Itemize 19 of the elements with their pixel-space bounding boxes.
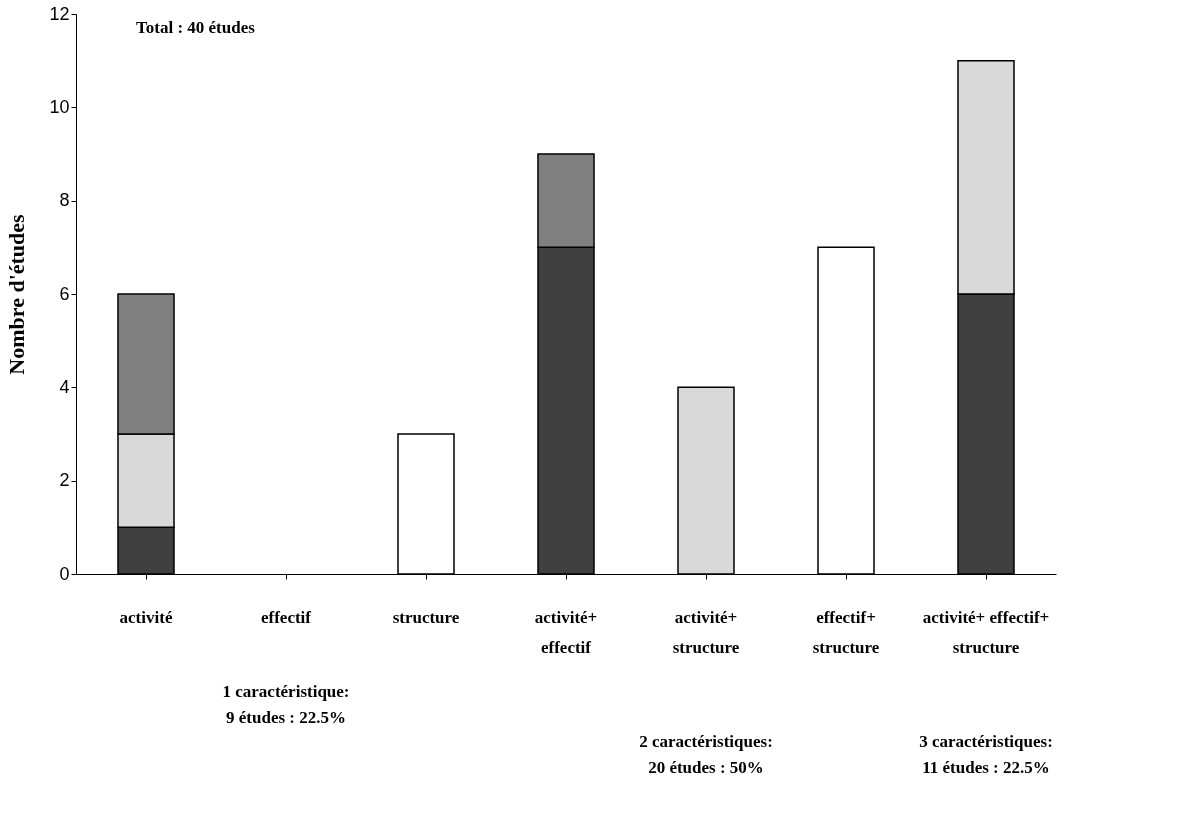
y-tick-label: 8 <box>59 190 70 211</box>
y-axis-title: Nombre d'études <box>4 213 30 375</box>
x-tick-label: activité+ structure <box>672 607 740 657</box>
x-tick-label: activité+ effectif <box>534 607 598 657</box>
y-tick-label: 4 <box>59 376 70 397</box>
x-tick-label: activité+ effectif+ structure <box>922 607 1050 657</box>
y-tick-label: 0 <box>59 563 70 584</box>
x-tick-label: structure <box>392 607 460 627</box>
x-tick-label: effectif+ structure <box>812 607 880 657</box>
text: 1 caractéristique: 9 études : 22.5% <box>222 682 350 727</box>
annotation: Total : 40 études <box>136 18 256 37</box>
x-tick-label: activité <box>119 607 173 627</box>
text: 3 caractéristiques: 11 études : 22.5% <box>919 732 1053 777</box>
y-tick-label: 12 <box>49 3 70 24</box>
text: 2 caractéristiques: 20 études : 50% <box>639 732 773 777</box>
y-tick-label: 6 <box>59 283 70 304</box>
y-tick-label: 2 <box>59 470 70 491</box>
x-tick-label: effectif <box>260 607 312 627</box>
y-tick-label: 10 <box>49 96 70 117</box>
